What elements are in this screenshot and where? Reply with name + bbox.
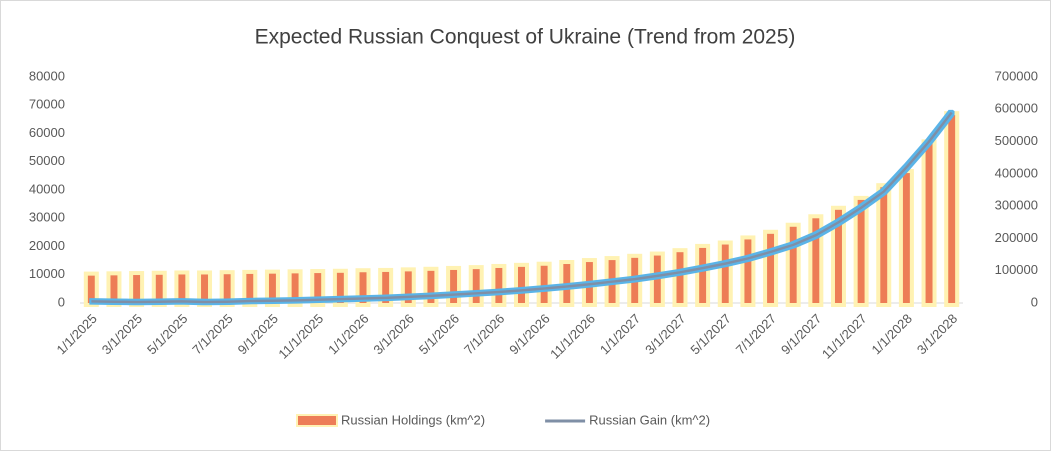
bar [87,275,95,303]
bar [518,266,525,303]
y-tick-label: 20000 [29,238,65,253]
bar [427,270,435,303]
bar [110,275,118,303]
bar [291,273,299,303]
legend-label: Russian Holdings (km^2) [341,412,485,427]
y2-tick-label: 100000 [995,262,1038,277]
bar [721,244,729,303]
y-tick-label: 0 [58,294,65,309]
y-tick-label: 30000 [29,210,65,225]
bar [223,274,231,303]
bar [495,267,503,303]
bar [857,199,865,303]
y2-tick-label: 500000 [995,133,1038,148]
bar [382,271,390,303]
bar [653,255,661,303]
y-tick-label: 80000 [29,68,65,83]
bar [948,115,956,303]
bar [789,226,797,303]
y2-tick-label: 700000 [995,68,1038,83]
bar [834,209,842,303]
bar [201,274,209,303]
bar [744,239,752,303]
bar [631,257,639,303]
bar [336,272,344,303]
y2-tick-label: 0 [1031,294,1038,309]
bar-series [87,115,956,303]
bar [155,274,163,303]
legend-label: Russian Gain (km^2) [589,412,710,427]
bar [450,269,458,303]
bar [880,187,888,303]
bar [246,273,254,303]
y-tick-label: 70000 [29,97,65,112]
bar [178,274,186,303]
bar [472,269,480,303]
bar [585,262,593,303]
bar [563,264,571,303]
bar [133,275,141,303]
y-tick-label: 10000 [29,266,65,281]
bar [314,273,322,303]
bar [268,273,276,303]
y2-tick-label: 400000 [995,165,1038,180]
chart-title: Expected Russian Conquest of Ukraine (Tr… [255,26,796,49]
line-series [91,111,953,304]
y-tick-label: 40000 [29,181,65,196]
legend-swatch [296,414,338,427]
bar [925,143,933,303]
bar [767,233,775,303]
y2-tick-label: 300000 [995,198,1038,213]
y-tick-label: 50000 [29,153,65,168]
bar [812,218,820,303]
bar [676,252,684,303]
bar [359,272,367,303]
bar [699,247,707,303]
bar [404,271,412,303]
bar [902,173,910,303]
y2-tick-label: 200000 [995,230,1038,245]
bar [540,265,548,303]
y-tick-label: 60000 [29,125,65,140]
y2-tick-label: 600000 [995,101,1038,116]
